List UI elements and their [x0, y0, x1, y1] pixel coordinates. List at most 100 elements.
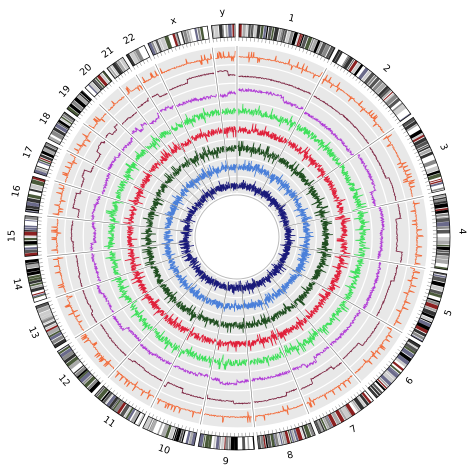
ideogram-tick: [358, 80, 362, 84]
ideogram-tick: [40, 198, 45, 200]
ideogram-band: [26, 205, 40, 210]
ideogram-tick: [271, 429, 274, 434]
ideogram-tick: [72, 122, 77, 126]
ideogram-band: [428, 291, 442, 299]
track-6-chr-15-line: [141, 227, 157, 247]
ideogram-band: [405, 342, 418, 353]
track-5-chr-5-line: [327, 254, 350, 292]
ideogram-tick: [380, 100, 384, 104]
track-8-chr-4-line: [283, 225, 296, 246]
ideogram-tick: [39, 205, 44, 207]
ideogram-band: [40, 315, 54, 322]
ideogram-tick: [325, 411, 328, 416]
ideogram-tick: [134, 405, 138, 410]
ideogram-band: [348, 401, 358, 414]
ideogram-tick: [139, 62, 142, 66]
ideogram-tick: [94, 374, 98, 378]
ideogram-band: [24, 245, 38, 248]
ideogram-tick: [174, 46, 177, 51]
chromosome-label-2: 2: [381, 63, 393, 75]
ideogram-band: [386, 367, 399, 379]
ideogram-tick: [417, 313, 422, 316]
ideogram-band: [27, 197, 41, 204]
ideogram-band: [338, 53, 348, 66]
ideogram-band: [325, 46, 334, 59]
ideogram-band: [181, 430, 186, 443]
ideogram-tick: [189, 42, 192, 47]
ideogram-tick: [192, 428, 195, 433]
ideogram-tick: [56, 322, 61, 325]
ideogram-band: [433, 271, 447, 276]
ideogram-band: [397, 109, 410, 120]
ideogram-band: [59, 117, 72, 127]
ideogram-tick: [405, 336, 410, 340]
track-3-chr-17-line: [101, 173, 112, 195]
ideogram-band: [432, 193, 447, 199]
ideogram-band: [324, 416, 332, 429]
ideogram-tick: [306, 49, 308, 54]
ideogram-band: [119, 403, 131, 417]
ideogram-band: [411, 132, 424, 141]
data-tracks: [51, 50, 425, 423]
track-8-chr-14-line: [178, 242, 195, 255]
ideogram-band: [202, 434, 206, 448]
ideogram-tick: [177, 424, 180, 429]
ideogram-band: [106, 394, 117, 407]
ideogram-tick: [394, 118, 399, 121]
ideogram-band: [32, 292, 46, 298]
track-7-chr-8-line: [243, 298, 264, 311]
ideogram-band: [102, 70, 112, 83]
track-7-chr-5-line: [295, 248, 312, 274]
ideogram-band: [344, 405, 353, 417]
ideogram-band: [338, 408, 348, 421]
ideogram-tick: [412, 323, 417, 326]
ideogram-band: [228, 436, 231, 450]
track-3-chr-2-line: [303, 111, 355, 156]
track-background-chr-18: [67, 124, 202, 217]
track-8-chr-10-line: [213, 279, 227, 291]
track-8-chr-13-line: [181, 253, 198, 267]
ideogram-band: [39, 157, 52, 163]
ideogram-band: [112, 62, 123, 76]
chromosome-divider: [266, 271, 361, 383]
ideogram-band: [29, 282, 43, 287]
track-1-chr-12-line: [80, 333, 115, 370]
ideogram-band: [95, 77, 105, 88]
track-6-chr-22-line: [189, 150, 200, 167]
ideogram-tick: [112, 390, 115, 394]
ideogram-tick: [365, 384, 369, 389]
ideogram-tick: [68, 342, 72, 345]
chromosome-label-21: 21: [100, 45, 116, 61]
ideogram-tick: [188, 427, 191, 432]
ideogram-band: [287, 430, 293, 444]
ideogram-tick: [96, 93, 101, 98]
ideogram-tick: [359, 389, 363, 394]
ideogram-band: [24, 219, 38, 222]
ideogram-band: [249, 436, 254, 450]
ideogram-tick: [431, 263, 436, 265]
ideogram-tick: [70, 345, 74, 348]
ideogram-band: [277, 432, 282, 446]
ideogram-band: [419, 317, 433, 324]
ideogram-band: [436, 229, 450, 234]
ideogram-band: [176, 32, 182, 46]
ideogram-band: [345, 403, 356, 417]
ideogram-band: [303, 424, 312, 438]
ideogram-band: [270, 27, 275, 41]
track-5-chr-2-line: [287, 139, 326, 179]
ideogram-chr-15-outline: [23, 215, 39, 257]
ideogram-band: [428, 176, 442, 182]
ideogram-band: [346, 58, 355, 71]
track-5-chr-9-line: [216, 339, 247, 352]
ideogram-tick: [349, 73, 353, 77]
ideogram-tick: [149, 56, 152, 61]
ideogram-band: [374, 82, 387, 95]
track-5-chr-21-line: [168, 142, 182, 155]
ideogram-band: [178, 429, 185, 443]
ideogram-band: [39, 153, 53, 162]
ideogram-tick: [60, 328, 65, 332]
track-2-chr-11-line: [127, 358, 163, 382]
ideogram-tick: [170, 421, 172, 426]
track-8-chr-3-line: [277, 204, 290, 227]
